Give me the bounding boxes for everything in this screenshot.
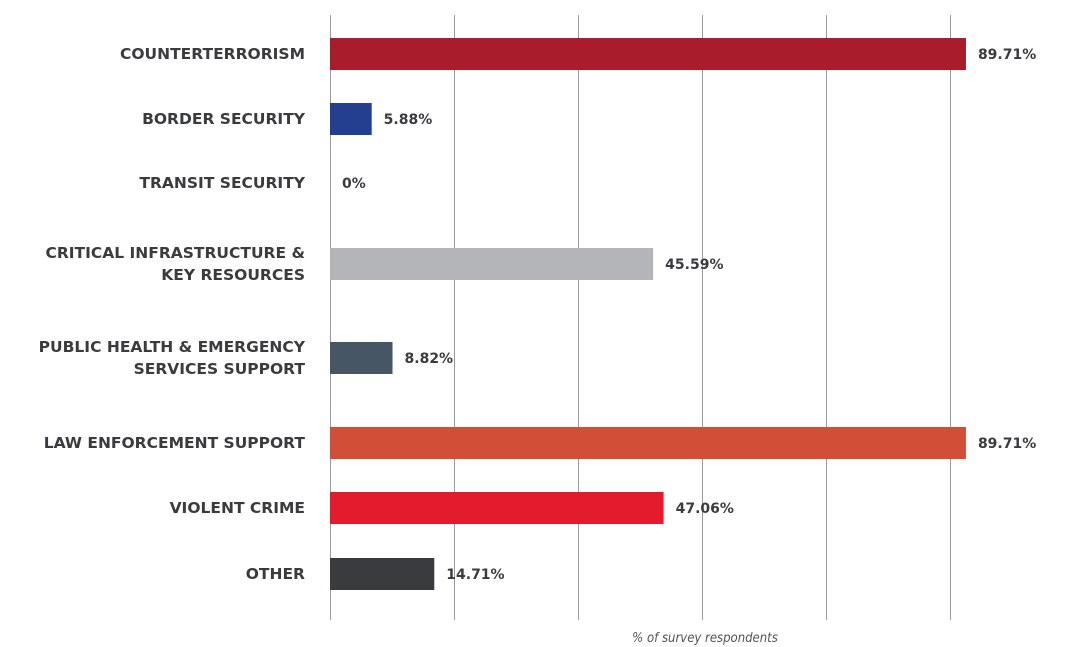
value-label-0: 89.71% [978, 47, 1036, 63]
bar-3 [330, 248, 654, 280]
category-label-7: OTHER [246, 565, 305, 583]
bar-4 [330, 342, 393, 374]
category-label-6: VIOLENT CRIME [170, 499, 305, 517]
value-label-3: 45.59% [665, 257, 723, 273]
category-label-5: LAW ENFORCEMENT SUPPORT [44, 434, 306, 452]
value-label-6: 47.06% [676, 501, 734, 517]
bar-1 [330, 103, 372, 135]
value-label-7: 14.71% [446, 567, 504, 583]
category-label-2: TRANSIT SECURITY [139, 174, 305, 192]
bar-6 [330, 492, 664, 524]
category-label-3: CRITICAL INFRASTRUCTURE & KEY RESOURCES [45, 244, 305, 284]
category-labels: COUNTERTERRORISM BORDER SECURITY TRANSIT S… [39, 45, 306, 583]
value-label-5: 89.71% [978, 436, 1036, 452]
bar-5 [330, 427, 966, 459]
x-axis-title: % of survey respondents [632, 631, 778, 646]
bars [330, 38, 966, 590]
value-label-2: 0% [342, 176, 366, 192]
value-label-4: 8.82% [405, 351, 454, 367]
category-label-1: BORDER SECURITY [142, 110, 306, 128]
category-label-0: COUNTERTERRORISM [120, 45, 305, 63]
category-label-4: PUBLIC HEALTH & EMERGENCY SERVICES SUPPOR… [39, 338, 306, 378]
value-labels: 89.71% 5.88% 0% 45.59% 8.82% 89.71% 47.06% 14.7… [342, 47, 1036, 583]
bar-0 [330, 38, 966, 70]
bar-7 [330, 558, 435, 590]
value-label-1: 5.88% [384, 112, 433, 128]
gridlines [330, 15, 951, 620]
